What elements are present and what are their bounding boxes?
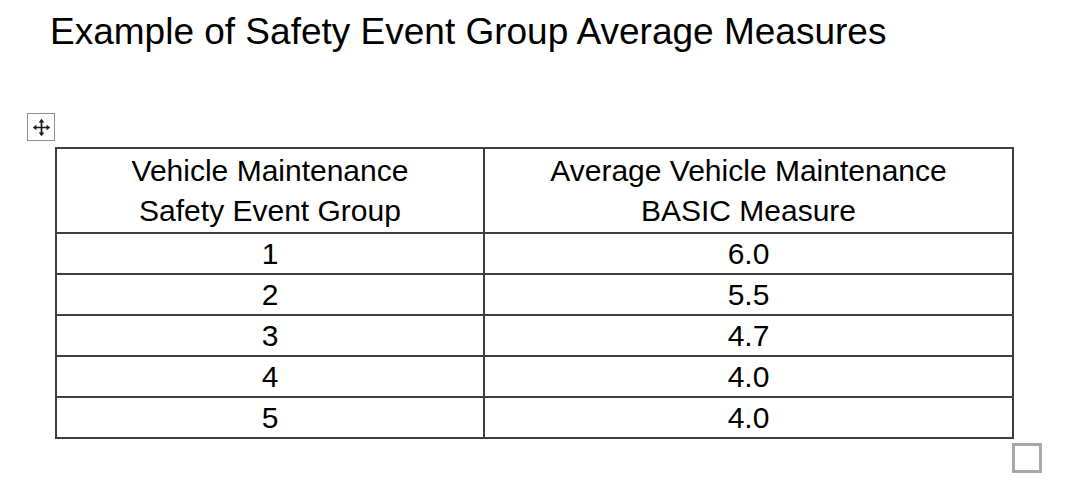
- document-page: Example of Safety Event Group Average Me…: [0, 0, 1072, 497]
- cell-group[interactable]: 4: [56, 356, 484, 397]
- table-row: 4 4.0: [56, 356, 1013, 397]
- cell-measure[interactable]: 4.7: [484, 315, 1013, 356]
- table-row: 3 4.7: [56, 315, 1013, 356]
- header-cell-measure[interactable]: Average Vehicle Maintenance BASIC Measur…: [484, 148, 1013, 233]
- cell-measure[interactable]: 4.0: [484, 356, 1013, 397]
- header-line: BASIC Measure: [485, 191, 1012, 231]
- header-line: Vehicle Maintenance: [57, 151, 483, 191]
- cell-group[interactable]: 1: [56, 233, 484, 274]
- header-line: Safety Event Group: [57, 191, 483, 231]
- move-icon: [32, 118, 51, 137]
- cell-measure[interactable]: 6.0: [484, 233, 1013, 274]
- cell-group[interactable]: 2: [56, 274, 484, 315]
- cell-measure[interactable]: 4.0: [484, 397, 1013, 438]
- cell-measure[interactable]: 5.5: [484, 274, 1013, 315]
- cell-group[interactable]: 5: [56, 397, 484, 438]
- table-move-handle[interactable]: [27, 113, 55, 141]
- table-header-row: Vehicle Maintenance Safety Event Group A…: [56, 148, 1013, 233]
- header-line: Average Vehicle Maintenance: [485, 151, 1012, 191]
- header-cell-group[interactable]: Vehicle Maintenance Safety Event Group: [56, 148, 484, 233]
- table-row: 2 5.5: [56, 274, 1013, 315]
- cell-group[interactable]: 3: [56, 315, 484, 356]
- table-resize-handle[interactable]: [1012, 443, 1042, 473]
- table-row: 1 6.0: [56, 233, 1013, 274]
- table-row: 5 4.0: [56, 397, 1013, 438]
- page-title: Example of Safety Event Group Average Me…: [50, 11, 886, 53]
- safety-event-table: Vehicle Maintenance Safety Event Group A…: [55, 147, 1014, 439]
